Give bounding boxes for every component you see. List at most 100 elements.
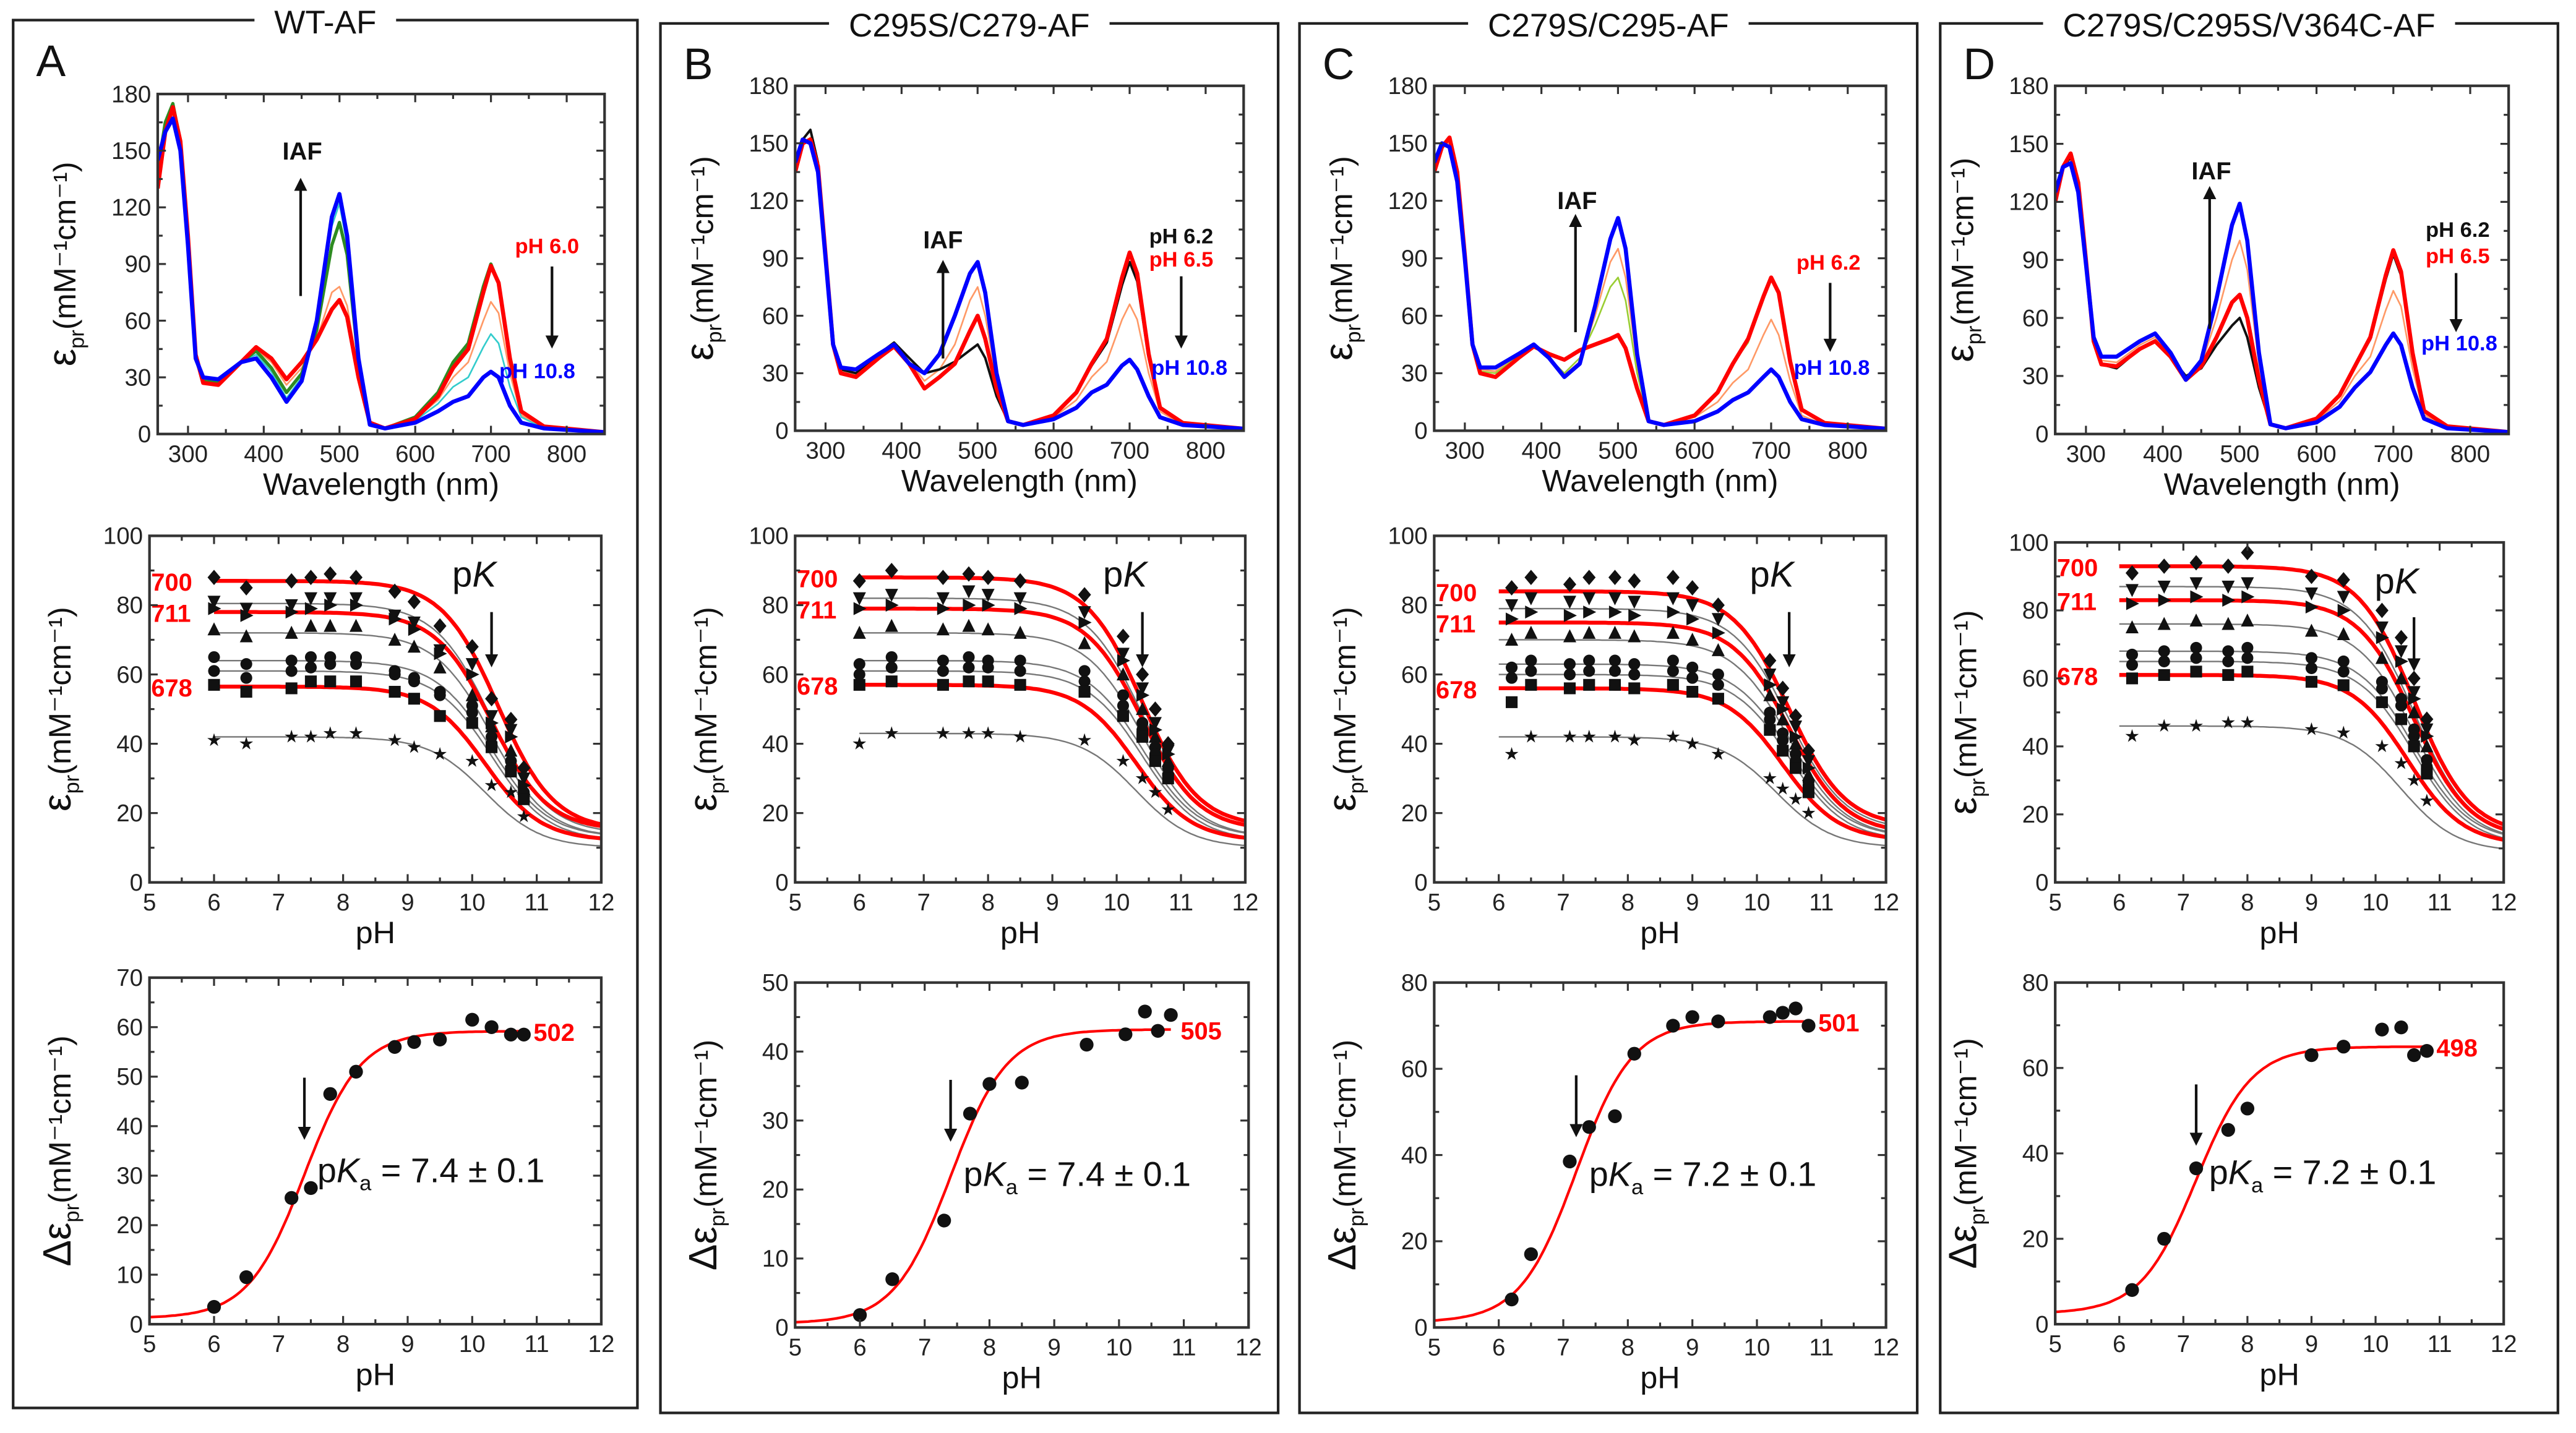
wavelength-label: 700 xyxy=(1436,580,1477,607)
data-point-triangle-down xyxy=(1013,592,1027,605)
data-point-square xyxy=(2376,696,2388,708)
data-point-star xyxy=(1563,729,1577,743)
fit-curve xyxy=(2119,586,2504,829)
y-tick-label: 0 xyxy=(130,870,143,896)
pk-p: p xyxy=(452,555,472,595)
spectrum-line xyxy=(1434,142,1886,430)
data-point-triangle-down xyxy=(239,602,253,616)
data-point-circle xyxy=(1505,661,1518,674)
y-axis-label: εpr(mM⁻¹cm⁻¹) xyxy=(40,161,88,366)
x-tick-label: 500 xyxy=(2220,441,2259,468)
data-point-triangle-up xyxy=(1608,625,1621,639)
data-point-triangle-down xyxy=(981,589,995,602)
data-point xyxy=(349,1064,363,1079)
data-point-star xyxy=(517,809,531,823)
y-tick-label: 60 xyxy=(2022,665,2049,692)
y-tick-label: 150 xyxy=(1388,130,1427,157)
data-point-triangle-down xyxy=(1505,599,1519,612)
data-point-circle xyxy=(208,651,220,664)
y-tick-label: 60 xyxy=(2022,1055,2049,1082)
difference-chart: 5 6 7 8 9 10 11 12 0 10 20 30 40 50 60 70 pH Δεpr(mM⁻¹cm⁻… xyxy=(35,965,614,1392)
data-point-triangle-up xyxy=(324,618,337,632)
x-tick-label: 300 xyxy=(168,441,208,468)
data-point-triangle-down xyxy=(1686,599,1699,612)
data-point-triangle-up xyxy=(1116,667,1130,681)
data-point-square xyxy=(2408,740,2420,753)
data-point-square xyxy=(2395,713,2408,725)
x-tick-label: 11 xyxy=(2428,889,2452,916)
data-point-triangle-up xyxy=(962,618,976,632)
data-point-triangle-down xyxy=(936,592,950,605)
data-point-star xyxy=(936,726,950,740)
y-label-unit: (mM⁻¹cm⁻¹) xyxy=(47,161,82,330)
wavelength-label: 711 xyxy=(797,597,836,624)
data-point-circle xyxy=(2126,659,2139,671)
pka-value: = 7.2 ± 0.1 xyxy=(2263,1153,2436,1192)
pk-label: pK xyxy=(1103,555,1149,595)
data-point-diamond xyxy=(324,566,337,582)
data-point-star xyxy=(1711,746,1725,760)
panel-letter: B xyxy=(684,40,713,89)
x-tick-label: 12 xyxy=(588,1331,615,1358)
data-point-triangle-up xyxy=(1524,625,1538,639)
fit-curve xyxy=(1498,639,1886,832)
data-point-square xyxy=(518,793,530,805)
iaf-label: IAF xyxy=(1557,187,1597,215)
data-point-triangle-up xyxy=(981,622,995,636)
y-tick-label: 30 xyxy=(116,1163,143,1189)
data-point xyxy=(465,1012,479,1027)
data-point-circle xyxy=(2158,655,2170,667)
data-point xyxy=(1524,1247,1538,1262)
data-point-circle xyxy=(982,661,994,674)
data-point xyxy=(1711,1014,1725,1029)
data-point-triangle-right xyxy=(304,602,318,615)
data-point-circle xyxy=(1078,675,1091,688)
data-point-star xyxy=(1161,802,1175,816)
x-tick-label: 5 xyxy=(1428,889,1441,916)
x-axis-label: pH xyxy=(356,915,395,950)
x-tick-label: 700 xyxy=(1110,438,1149,464)
data-point-triangle-right xyxy=(2305,600,2319,614)
data-point-triangle-down xyxy=(2157,580,2171,594)
data-point-square xyxy=(1608,678,1621,691)
data-point-circle xyxy=(1583,665,1595,677)
data-point-square xyxy=(2337,679,2350,691)
data-point-circle xyxy=(1563,668,1576,681)
data-point-triangle-up xyxy=(885,618,898,632)
data-point xyxy=(1015,1076,1029,1090)
y-tick-label: 70 xyxy=(116,965,143,991)
x-tick-label: 800 xyxy=(547,441,586,468)
y-tick-label: 0 xyxy=(2035,421,2048,448)
y-tick-label: 90 xyxy=(124,251,151,278)
y-tick-label: 20 xyxy=(762,800,789,827)
data-point-triangle-down xyxy=(285,599,298,612)
x-tick-label: 8 xyxy=(1621,889,1634,916)
data-point-star xyxy=(852,737,867,750)
ph-label-acidic: pH 6.5 xyxy=(2426,245,2490,268)
data-point-square xyxy=(505,765,517,777)
data-point-diamond xyxy=(1763,652,1777,669)
wavelength-label: 711 xyxy=(1436,610,1475,638)
data-point-circle xyxy=(1583,654,1595,667)
data-point-square xyxy=(240,685,252,698)
y-label-unit: (mM⁻¹cm⁻¹) xyxy=(1944,158,1980,326)
y-label-unit: (mM⁻¹cm⁻¹) xyxy=(1324,156,1359,324)
fit-curve xyxy=(859,732,1246,847)
data-point-diamond xyxy=(2222,558,2235,574)
data-point-triangle-up xyxy=(1582,625,1596,639)
data-point-circle xyxy=(963,661,975,674)
spectrum-line xyxy=(795,137,1244,431)
pka-subscript: a xyxy=(2251,1174,2264,1197)
fit-curve xyxy=(2119,725,2504,850)
data-point-square xyxy=(2222,669,2235,681)
data-point-triangle-down xyxy=(2407,686,2421,699)
x-tick-label: 600 xyxy=(1675,438,1714,464)
data-point-star xyxy=(962,726,976,740)
data-point xyxy=(1666,1019,1680,1033)
data-point-triangle-up xyxy=(2407,705,2421,719)
x-axis-label: Wavelength (nm) xyxy=(1542,463,1778,498)
x-axis-label: pH xyxy=(2259,915,2299,950)
